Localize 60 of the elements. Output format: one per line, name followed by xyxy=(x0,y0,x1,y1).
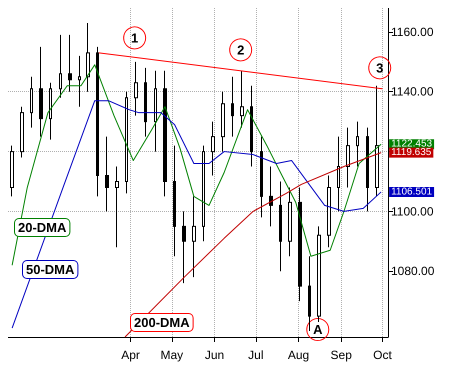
candlestick xyxy=(327,174,331,248)
y-tick-label: 1100.00 xyxy=(391,204,434,218)
candlestick xyxy=(288,186,292,257)
x-tick-label: May xyxy=(160,348,184,362)
x-tick-label: Oct xyxy=(373,348,392,362)
series-label: 200-DMA xyxy=(134,315,190,330)
candlestick xyxy=(96,46,99,197)
candlestick xyxy=(182,210,186,284)
candlestick xyxy=(356,121,359,168)
candlestick xyxy=(260,136,263,218)
candlestick xyxy=(366,127,369,212)
annotation: 3 xyxy=(376,60,384,76)
candlestick xyxy=(173,145,176,257)
candlestick xyxy=(250,85,253,168)
candlestick xyxy=(154,70,157,152)
x-tick-label: Sep xyxy=(330,348,352,362)
line-series xyxy=(12,64,382,266)
x-tick-label: Jun xyxy=(204,348,224,362)
candlestick xyxy=(240,70,244,128)
candlestick xyxy=(202,145,205,242)
data-label: 1106.501 xyxy=(391,186,433,198)
annotation: 1 xyxy=(131,30,138,46)
candlestick xyxy=(192,196,196,278)
candlestick xyxy=(269,166,273,227)
y-tick-label: 1080.00 xyxy=(391,264,435,278)
candlestick xyxy=(211,121,215,176)
candlestick xyxy=(231,76,234,138)
candlestick xyxy=(68,34,72,92)
y-tick-label: 1140.00 xyxy=(391,84,434,99)
candlestick xyxy=(86,22,90,92)
candlestick xyxy=(317,226,321,323)
candlestick xyxy=(346,127,350,188)
candlestick xyxy=(144,67,147,138)
x-tick-label: Aug xyxy=(288,348,310,362)
series-label: 20-DMA xyxy=(18,220,68,235)
candlestick xyxy=(10,145,14,197)
candlestick xyxy=(337,136,340,212)
y-tick-label: 1160.00 xyxy=(391,24,434,39)
candlestick xyxy=(20,106,24,158)
line-series xyxy=(124,152,382,338)
annotation: 2 xyxy=(237,42,244,58)
candlestick xyxy=(78,55,81,108)
candlestick xyxy=(375,85,379,197)
candlestick xyxy=(125,91,128,194)
candlestick xyxy=(279,180,282,272)
data-label: 1119.635 xyxy=(391,147,432,158)
series-label: 50-DMA xyxy=(26,262,76,277)
candlestick xyxy=(308,256,311,332)
candlestick xyxy=(105,136,109,212)
candlestick xyxy=(30,76,33,128)
candlestick xyxy=(59,34,62,98)
annotation: A xyxy=(313,322,324,338)
x-tick-label: Apr xyxy=(121,348,140,362)
candlestick xyxy=(49,82,52,140)
candlestick xyxy=(134,61,138,116)
x-tick-label: Jul xyxy=(248,348,264,362)
candlestick xyxy=(39,46,43,138)
candlestick xyxy=(163,70,167,197)
candlestick xyxy=(115,166,119,248)
candlestick xyxy=(221,91,225,152)
